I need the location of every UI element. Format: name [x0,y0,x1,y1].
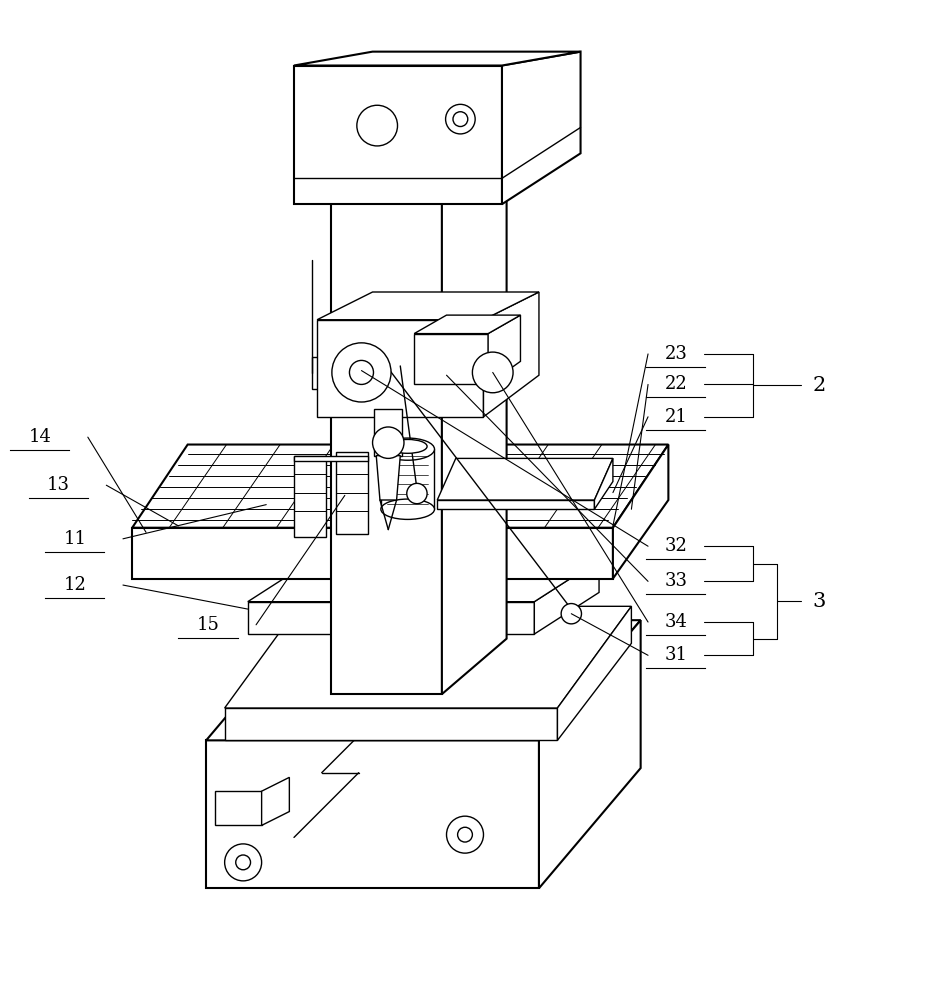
Polygon shape [331,181,442,694]
Circle shape [235,855,250,870]
Polygon shape [539,620,641,888]
Polygon shape [294,456,368,461]
Circle shape [472,352,513,393]
Circle shape [468,614,481,627]
Polygon shape [437,500,594,509]
Polygon shape [247,560,599,602]
Text: 33: 33 [664,572,687,590]
Polygon shape [535,560,599,634]
Polygon shape [613,445,669,579]
Ellipse shape [381,438,434,460]
Circle shape [458,604,491,637]
Polygon shape [225,708,557,740]
Polygon shape [294,66,502,204]
Polygon shape [225,606,631,708]
Polygon shape [437,458,613,500]
Polygon shape [557,606,631,740]
Circle shape [446,816,484,853]
Polygon shape [216,791,261,825]
Circle shape [357,105,397,146]
Text: 32: 32 [664,537,687,555]
Text: 3: 3 [813,592,826,611]
Polygon shape [206,740,539,888]
Polygon shape [132,445,669,528]
Text: 15: 15 [196,616,219,634]
Polygon shape [375,409,402,456]
Polygon shape [414,334,488,384]
Polygon shape [377,456,400,500]
Polygon shape [206,620,641,740]
Circle shape [225,844,261,881]
Polygon shape [317,292,539,320]
Polygon shape [294,456,326,537]
Text: 14: 14 [28,428,51,446]
Text: 11: 11 [63,530,86,548]
Polygon shape [594,458,613,509]
Circle shape [332,343,391,402]
Text: 34: 34 [664,613,687,631]
Polygon shape [132,528,613,579]
Circle shape [453,112,468,127]
Circle shape [373,427,404,458]
Ellipse shape [388,439,427,453]
Polygon shape [261,777,289,825]
Circle shape [458,827,472,842]
Polygon shape [312,357,331,389]
Polygon shape [247,602,535,634]
Text: 31: 31 [664,646,687,664]
Circle shape [350,360,374,384]
Polygon shape [294,52,580,66]
Text: 2: 2 [813,376,826,395]
Polygon shape [442,135,507,694]
Text: 21: 21 [664,408,687,426]
Polygon shape [488,315,521,384]
Polygon shape [331,135,507,181]
Text: 12: 12 [63,576,86,594]
Polygon shape [484,292,539,417]
Text: 23: 23 [664,345,687,363]
Circle shape [445,104,475,134]
Circle shape [406,483,427,504]
Polygon shape [336,452,368,534]
Circle shape [561,604,581,624]
Ellipse shape [381,499,434,519]
Polygon shape [502,52,580,204]
Text: 13: 13 [46,476,70,494]
Polygon shape [414,315,521,334]
Polygon shape [317,320,484,417]
Text: 22: 22 [664,375,687,393]
